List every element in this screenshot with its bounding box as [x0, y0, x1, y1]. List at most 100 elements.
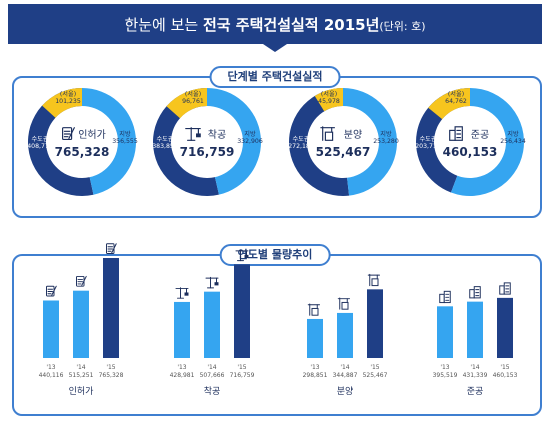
seoul-label: (서울) — [60, 90, 76, 98]
slice-capital — [289, 88, 350, 196]
region-value: 253,280 — [373, 138, 399, 145]
document-pencil-icon — [106, 243, 117, 254]
slice-region — [450, 88, 524, 196]
bar-year-label: '15 — [106, 364, 115, 371]
slice-region — [82, 88, 137, 195]
crane-icon — [185, 127, 201, 141]
document-pencil-icon — [76, 275, 87, 287]
donut-hole — [172, 107, 242, 177]
capital-value: 203,719 — [415, 143, 441, 150]
seoul-label: (서울) — [321, 90, 337, 98]
bar-year-label: '13 — [310, 364, 319, 371]
bar-'13 — [307, 318, 323, 358]
bar-group-label: 준공 — [467, 386, 484, 397]
bar-'14 — [467, 301, 483, 358]
donut-hole — [308, 107, 378, 177]
banner-shape — [8, 4, 542, 52]
donut-total: 765,328 — [55, 145, 110, 159]
crane-load — [214, 282, 219, 286]
crane-icon — [235, 249, 249, 262]
bar-year-label: '14 — [340, 364, 349, 371]
buildings-icon — [449, 126, 463, 141]
bar-value-label: 515,251 — [69, 372, 94, 379]
building-body — [341, 301, 349, 310]
buildings-icon — [439, 290, 451, 304]
seoul-value: 101,235 — [55, 98, 81, 105]
pencil-line — [51, 285, 57, 296]
header-banner: 한눈에 보는 전국 주택건설실적 2015년(단위: 호) — [0, 0, 550, 56]
bar-'13 — [43, 300, 59, 358]
region-label: 지방 — [507, 130, 519, 138]
bar-value-label: 298,851 — [303, 372, 328, 379]
donut-name: 착공 — [208, 129, 226, 141]
pencil-line — [81, 275, 87, 286]
bar-value-label: 440,116 — [39, 372, 64, 379]
slice-capital — [416, 88, 470, 193]
slice-region — [343, 88, 397, 196]
bar-year-label: '13 — [440, 364, 449, 371]
trend-panel — [12, 254, 542, 416]
pencil-line — [68, 127, 75, 140]
bar-year-label: '15 — [237, 364, 246, 371]
capital-label: 수도권 — [292, 135, 309, 143]
region-value: 356,555 — [112, 138, 138, 145]
buildings-icon — [469, 286, 481, 299]
bar-'13 — [174, 301, 190, 358]
building-left — [469, 289, 475, 299]
seoul-value: 96,761 — [182, 98, 204, 105]
document-pencil-icon — [62, 127, 75, 140]
slice-capital — [27, 87, 94, 196]
bar-'13 — [437, 306, 453, 358]
capital-value: 272,187 — [288, 143, 314, 150]
bar-'15 — [103, 258, 119, 358]
region-value: 332,906 — [237, 138, 263, 145]
bar-value-label: 395,519 — [433, 372, 458, 379]
page-title: 한눈에 보는 전국 주택건설실적 2015년(단위: 호) — [0, 14, 550, 35]
slice-seoul — [42, 88, 82, 118]
bar-value-label: 716,759 — [230, 372, 255, 379]
pencil-line — [111, 243, 117, 254]
bar-year-label: '15 — [500, 364, 509, 371]
buildings-icon — [499, 282, 511, 295]
bar-year-label: '13 — [177, 364, 186, 371]
building-body — [311, 307, 319, 316]
crane-load — [244, 254, 249, 259]
capital-label: 수도권 — [156, 135, 173, 143]
bar-value-label: 507,666 — [200, 372, 225, 379]
donut-name: 분양 — [344, 129, 362, 141]
donut-total: 525,467 — [316, 145, 371, 159]
bar-value-label: 344,887 — [333, 372, 358, 379]
bar-'14 — [337, 312, 353, 358]
bar-group-label: 분양 — [337, 386, 354, 397]
bar-year-label: '13 — [46, 364, 55, 371]
bar-'15 — [367, 289, 383, 358]
slice-seoul — [428, 88, 470, 120]
bar-'14 — [204, 291, 220, 358]
seoul-label: (서울) — [448, 90, 464, 98]
bar-value-label: 525,467 — [363, 372, 388, 379]
capital-label: 수도권 — [31, 135, 48, 143]
slice-region — [207, 88, 261, 195]
trend-section-title: 연도별 물량추이 — [219, 244, 331, 266]
building-crane-icon — [367, 273, 380, 287]
title-unit: (단위: 호) — [379, 20, 426, 33]
building-crane-icon — [320, 126, 335, 141]
donut-name: 준공 — [471, 129, 489, 141]
region-label: 지방 — [119, 130, 131, 138]
building-left — [439, 293, 445, 304]
bar-group-label: 인허가 — [69, 386, 94, 397]
seoul-value: 45,978 — [318, 98, 340, 105]
building-left — [499, 285, 505, 295]
capital-label: 수도권 — [419, 135, 436, 143]
donut-hole — [435, 107, 505, 177]
bar-'15 — [234, 264, 250, 358]
crane-icon — [205, 276, 219, 289]
